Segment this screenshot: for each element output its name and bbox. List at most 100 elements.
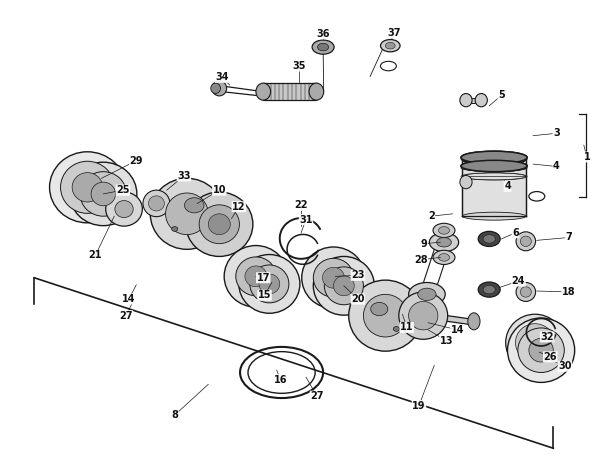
Ellipse shape (506, 314, 564, 371)
Ellipse shape (518, 328, 564, 372)
Ellipse shape (478, 231, 500, 247)
Ellipse shape (409, 302, 438, 330)
Text: 27: 27 (310, 391, 324, 401)
Ellipse shape (313, 258, 354, 297)
Text: 9: 9 (420, 238, 427, 248)
Ellipse shape (259, 274, 280, 294)
Text: 36: 36 (316, 29, 330, 39)
Ellipse shape (520, 236, 531, 247)
Text: 2: 2 (428, 211, 435, 221)
Ellipse shape (302, 247, 365, 309)
Ellipse shape (115, 200, 133, 218)
Text: 37: 37 (388, 28, 401, 38)
Text: 13: 13 (439, 336, 453, 346)
Text: 26: 26 (543, 352, 557, 362)
Ellipse shape (386, 42, 395, 49)
Ellipse shape (313, 256, 375, 315)
Text: 3: 3 (553, 128, 560, 138)
Ellipse shape (245, 266, 267, 287)
Text: 23: 23 (351, 270, 365, 280)
Text: 4: 4 (504, 181, 511, 191)
Ellipse shape (149, 196, 165, 211)
Circle shape (171, 227, 177, 231)
Ellipse shape (516, 232, 536, 251)
Text: 21: 21 (89, 250, 102, 260)
Ellipse shape (143, 190, 170, 217)
Polygon shape (421, 312, 474, 325)
Ellipse shape (433, 223, 455, 238)
Ellipse shape (439, 254, 449, 261)
Text: 16: 16 (274, 375, 287, 385)
Ellipse shape (430, 233, 458, 252)
Ellipse shape (461, 160, 527, 171)
Text: 24: 24 (512, 276, 525, 286)
Ellipse shape (334, 276, 354, 296)
Text: 32: 32 (540, 332, 554, 342)
Ellipse shape (61, 161, 114, 213)
Text: 8: 8 (171, 410, 178, 420)
Ellipse shape (515, 323, 554, 361)
Circle shape (184, 198, 204, 213)
Ellipse shape (529, 338, 553, 362)
Ellipse shape (520, 287, 531, 297)
Ellipse shape (437, 238, 451, 247)
Ellipse shape (323, 267, 345, 288)
Bar (466, 98, 481, 103)
Ellipse shape (461, 151, 527, 164)
Ellipse shape (460, 94, 472, 107)
Ellipse shape (185, 192, 253, 256)
Text: 29: 29 (130, 156, 143, 166)
Polygon shape (263, 83, 316, 100)
Text: 14: 14 (122, 294, 136, 304)
Text: 33: 33 (177, 171, 190, 181)
Ellipse shape (478, 282, 500, 297)
Ellipse shape (250, 265, 289, 303)
Circle shape (394, 326, 400, 331)
Ellipse shape (324, 267, 364, 305)
Text: 1: 1 (583, 152, 590, 162)
Ellipse shape (381, 39, 400, 52)
Ellipse shape (461, 151, 527, 164)
Ellipse shape (106, 192, 143, 226)
Text: 31: 31 (299, 215, 313, 225)
Ellipse shape (50, 152, 125, 223)
Ellipse shape (433, 250, 455, 265)
Ellipse shape (461, 160, 527, 171)
Ellipse shape (516, 283, 536, 302)
Ellipse shape (236, 257, 276, 296)
Ellipse shape (312, 40, 334, 54)
Text: 4: 4 (553, 162, 560, 171)
Ellipse shape (483, 285, 495, 294)
Ellipse shape (211, 83, 220, 94)
Text: 27: 27 (119, 311, 133, 321)
Ellipse shape (462, 154, 526, 165)
Ellipse shape (462, 154, 526, 165)
Ellipse shape (418, 288, 436, 301)
Ellipse shape (399, 292, 447, 339)
Ellipse shape (72, 172, 103, 202)
Ellipse shape (208, 214, 230, 235)
Ellipse shape (212, 81, 226, 96)
Ellipse shape (199, 205, 239, 244)
Ellipse shape (462, 212, 526, 220)
Ellipse shape (318, 43, 329, 51)
Text: 18: 18 (562, 287, 575, 297)
Text: 30: 30 (558, 361, 572, 371)
Ellipse shape (468, 313, 480, 330)
Text: 14: 14 (450, 325, 464, 335)
Text: 34: 34 (215, 72, 228, 83)
Ellipse shape (460, 175, 472, 189)
Ellipse shape (507, 318, 575, 382)
Ellipse shape (70, 162, 137, 226)
Ellipse shape (309, 83, 324, 100)
Ellipse shape (80, 171, 127, 216)
Text: 7: 7 (565, 232, 572, 243)
Ellipse shape (439, 227, 449, 234)
Ellipse shape (91, 182, 116, 206)
Text: 25: 25 (116, 185, 130, 195)
Circle shape (371, 303, 388, 316)
Text: 5: 5 (498, 90, 505, 100)
Ellipse shape (483, 235, 495, 243)
Text: 19: 19 (412, 400, 426, 410)
Text: 15: 15 (258, 290, 271, 300)
